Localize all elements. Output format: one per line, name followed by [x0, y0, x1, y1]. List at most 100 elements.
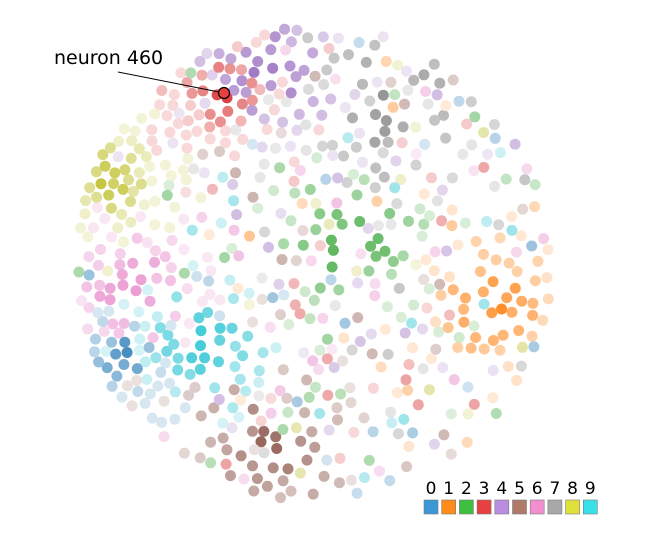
- legend-digit-0: 0: [426, 479, 437, 499]
- neuron-point: [468, 398, 480, 410]
- neuron-point: [339, 102, 351, 114]
- neuron-point: [141, 237, 153, 248]
- neuron-point: [92, 259, 104, 271]
- neuron-point: [461, 118, 473, 130]
- neuron-point: [186, 87, 198, 99]
- neuron-point: [431, 89, 443, 101]
- neuron-point: [165, 275, 176, 287]
- neuron-point: [465, 96, 477, 108]
- highlighted-neuron-point[interactable]: [217, 86, 231, 100]
- neuron-point: [275, 492, 286, 504]
- neuron-point: [359, 472, 370, 484]
- neuron-point: [270, 142, 281, 154]
- neuron-point: [119, 336, 131, 348]
- neuron-point: [248, 485, 260, 497]
- neuron-point: [349, 89, 361, 100]
- neuron-point: [316, 109, 328, 121]
- neuron-point: [369, 136, 381, 148]
- neuron-point: [393, 282, 405, 294]
- neuron-point: [437, 362, 449, 374]
- neuron-point: [424, 210, 435, 222]
- neuron-point: [481, 216, 493, 227]
- neuron-point: [295, 435, 307, 447]
- neuron-point: [246, 77, 258, 89]
- neuron-point: [314, 408, 326, 419]
- neuron-point: [459, 217, 471, 229]
- neuron-point: [379, 323, 391, 335]
- neuron-point: [421, 302, 433, 314]
- neuron-point: [392, 428, 404, 440]
- neuron-point: [99, 160, 111, 172]
- neuron-point: [468, 320, 480, 332]
- neuron-point: [106, 336, 118, 348]
- neuron-point: [304, 184, 316, 195]
- neuron-point: [358, 174, 370, 186]
- neuron-point: [442, 322, 454, 334]
- neuron-point: [178, 447, 190, 459]
- neuron-point: [147, 332, 159, 344]
- neuron-point: [203, 275, 215, 287]
- neuron-point: [412, 399, 424, 411]
- neuron-point: [274, 162, 286, 174]
- neuron-point: [326, 261, 338, 273]
- neuron-point: [294, 308, 306, 320]
- neuron-point: [228, 224, 240, 236]
- neuron-point: [255, 436, 267, 448]
- neuron-point: [395, 174, 407, 185]
- neuron-point: [224, 274, 236, 286]
- neuron-point: [163, 179, 175, 191]
- neuron-point: [475, 266, 486, 277]
- neuron-point: [151, 311, 163, 323]
- neuron-point: [95, 178, 107, 190]
- neuron-point: [267, 292, 279, 304]
- neuron-point: [428, 58, 440, 70]
- neuron-point: [191, 125, 203, 137]
- legend-digit-8: 8: [567, 479, 578, 499]
- neuron-point: [440, 132, 452, 144]
- neuron-point: [123, 174, 134, 186]
- neuron-point: [519, 174, 531, 186]
- neuron-point: [418, 274, 430, 285]
- neuron-point: [186, 352, 198, 364]
- neuron-point: [400, 374, 412, 386]
- neuron-point: [338, 150, 349, 162]
- neuron-point: [453, 332, 465, 343]
- neuron-point: [179, 402, 191, 414]
- neuron-point: [134, 333, 146, 345]
- neuron-point: [111, 370, 123, 382]
- neuron-point: [470, 236, 482, 247]
- neuron-point: [325, 234, 337, 246]
- neuron-point: [391, 387, 403, 399]
- neuron-point: [494, 232, 506, 244]
- neuron-point: [228, 195, 240, 207]
- neuron-point: [169, 201, 181, 213]
- neuron-point: [93, 356, 105, 368]
- neuron-point: [418, 188, 430, 200]
- neuron-point: [501, 292, 513, 304]
- neuron-point: [529, 275, 541, 287]
- neuron-point: [438, 429, 450, 441]
- neuron-point: [204, 121, 216, 133]
- neuron-point: [273, 278, 285, 290]
- neuron-point: [385, 76, 397, 88]
- neuron-point: [352, 277, 364, 289]
- neuron-point: [242, 330, 254, 342]
- neuron-point: [458, 316, 470, 328]
- neuron-point: [258, 447, 270, 459]
- neuron-point: [310, 224, 322, 236]
- neuron-point: [205, 265, 217, 277]
- neuron-point: [257, 347, 269, 359]
- neuron-point: [447, 74, 459, 86]
- callout-label: neuron 460: [54, 47, 163, 69]
- neuron-point: [255, 415, 267, 427]
- neuron-point: [354, 336, 366, 347]
- neuron-point: [309, 70, 321, 82]
- neuron-point: [156, 85, 168, 96]
- neuron-point: [91, 202, 103, 214]
- neuron-point: [360, 56, 372, 68]
- neuron-point: [118, 298, 130, 310]
- neuron-point: [379, 245, 391, 257]
- neuron-point: [380, 115, 392, 127]
- neuron-point: [291, 24, 303, 36]
- neuron-point: [331, 197, 343, 209]
